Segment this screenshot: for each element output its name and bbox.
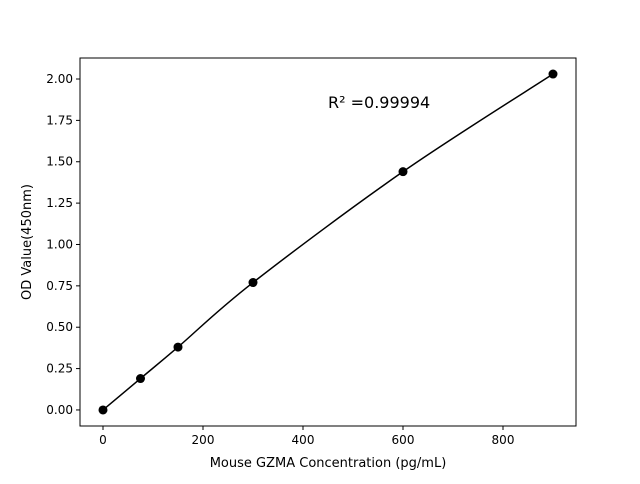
data-point — [248, 278, 258, 288]
data-point — [548, 69, 558, 79]
y-axis-label: OD Value(450nm) — [20, 184, 35, 300]
x-tick-label: 400 — [292, 433, 315, 447]
x-axis-label: Mouse GZMA Concentration (pg/mL) — [210, 456, 447, 471]
data-points — [98, 69, 558, 415]
plot-area — [79, 57, 577, 427]
y-tick-label: 1.25 — [46, 196, 73, 210]
y-tick-label: 0.00 — [46, 403, 73, 417]
data-point — [398, 167, 408, 177]
y-tick-label: 1.00 — [46, 237, 73, 251]
x-tick-label: 600 — [392, 433, 415, 447]
y-tick-label: 2.00 — [46, 72, 73, 86]
r-squared-annotation: R² =0.99994 — [328, 93, 430, 112]
y-tick-label: 1.75 — [46, 113, 73, 127]
y-tick-label: 0.25 — [46, 362, 73, 376]
data-point — [136, 374, 145, 384]
y-tick-label: 0.50 — [46, 320, 73, 334]
data-point — [173, 342, 183, 352]
y-tick-label: 0.75 — [46, 279, 73, 293]
y-tick-label: 1.50 — [46, 155, 73, 169]
data-point — [98, 405, 108, 415]
x-tick-label: 800 — [492, 433, 515, 447]
x-tick-label: 200 — [192, 433, 215, 447]
axis-ticks: 0 200 400 600 800 0.00 0.25 0.50 0.75 1.00 1.25 1.5… — [46, 72, 514, 447]
x-tick-label: 0 — [99, 433, 107, 447]
